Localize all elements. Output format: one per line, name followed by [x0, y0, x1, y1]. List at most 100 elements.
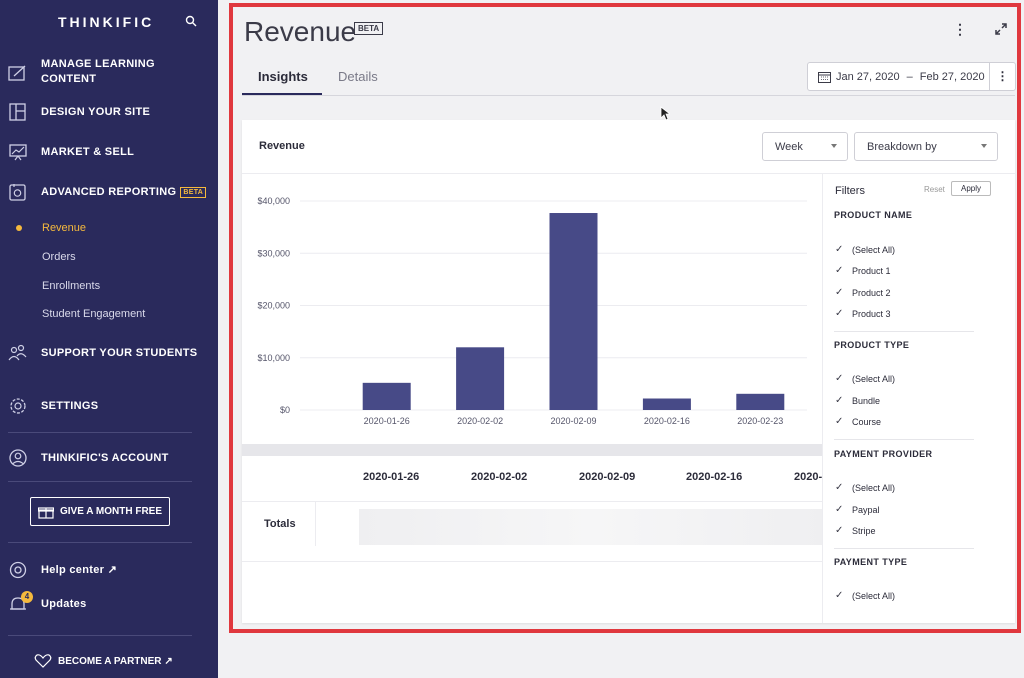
- y-tick-label: $40,000: [257, 196, 290, 206]
- layout-icon: [9, 103, 26, 121]
- nav-thinkifics-account[interactable]: THINKIFIC'S ACCOUNT: [0, 449, 218, 467]
- date-separator: –: [906, 70, 913, 83]
- filters-title: Filters: [835, 185, 865, 197]
- x-tick-label: 2020-02-02: [457, 416, 503, 426]
- active-indicator-dot: [16, 225, 22, 231]
- filter-option[interactable]: ✓ Product 3: [835, 308, 891, 319]
- filter-option[interactable]: ✓ (Select All): [835, 590, 896, 601]
- nav-advanced-reporting[interactable]: ADVANCED REPORTING BETA: [0, 183, 218, 201]
- tab-insights[interactable]: Insights: [258, 69, 308, 84]
- sidebar-subitem-student-engagement[interactable]: Student Engagement: [42, 308, 146, 320]
- external-link-icon: ↗: [164, 655, 173, 667]
- filter-option[interactable]: ✓ Stripe: [835, 525, 876, 536]
- table-divider: [315, 502, 316, 546]
- checkbox-checked-icon: ✓: [835, 265, 844, 276]
- y-tick-label: $10,000: [257, 353, 290, 363]
- chart-scrollbar[interactable]: [242, 444, 822, 456]
- students-icon: [8, 344, 27, 361]
- nav-label: Help center ↗: [41, 564, 118, 576]
- expand-icon[interactable]: [995, 23, 1007, 35]
- filter-option[interactable]: ✓ Product 1: [835, 265, 891, 276]
- date-end: Feb 27, 2020: [919, 70, 985, 83]
- sidebar-divider: [8, 542, 192, 543]
- revenue-bar-chart: $0 $10,000 $20,000 $30,000 $40,000 2020-01-26…: [257, 196, 807, 426]
- table-divider: [242, 561, 822, 562]
- date-options-icon[interactable]: ⋮: [989, 62, 1016, 91]
- updates-count-badge: 4: [21, 591, 33, 603]
- bar: [642, 398, 691, 410]
- filters-panel: Filters Reset Apply PRODUCT NAME ✓ (Selec…: [822, 174, 1015, 623]
- nav-label: MARKET & SELL: [41, 146, 135, 158]
- filter-option[interactable]: ✓ Course: [835, 416, 882, 427]
- nav-support-your-students[interactable]: SUPPORT YOUR STUDENTS: [0, 344, 218, 362]
- checkbox-checked-icon: ✓: [835, 373, 844, 384]
- filter-section-title: PRODUCT NAME: [834, 210, 913, 220]
- table-column-header: 2020-02-02: [471, 471, 528, 483]
- filter-option[interactable]: ✓ (Select All): [835, 373, 896, 384]
- mouse-cursor-icon: [660, 106, 670, 121]
- sidebar-subitem-enrollments[interactable]: Enrollments: [42, 280, 101, 292]
- filter-divider: [834, 548, 974, 549]
- main-content-highlight: Revenue BETA ⋮ Insights Details Jan 27, …: [229, 3, 1021, 633]
- bell-icon: [10, 597, 26, 610]
- chevron-down-icon: [831, 144, 837, 148]
- checkbox-checked-icon: ✓: [835, 482, 844, 493]
- sidebar-subitem-revenue[interactable]: Revenue: [42, 222, 87, 234]
- nav-market-sell[interactable]: MARKET & SELL: [0, 143, 218, 161]
- more-options-icon[interactable]: ⋮: [953, 21, 967, 37]
- filter-section-title: PAYMENT PROVIDER: [834, 449, 933, 459]
- nav-design-your-site[interactable]: DESIGN YOUR SITE: [0, 103, 218, 121]
- bar: [736, 393, 785, 410]
- filters-apply-button[interactable]: Apply: [951, 181, 991, 196]
- period-select[interactable]: Week: [762, 132, 848, 161]
- table-divider: [242, 501, 822, 502]
- presentation-chart-icon: [9, 144, 27, 161]
- x-tick-label: 2020-02-23: [737, 416, 783, 426]
- filter-option[interactable]: ✓ Product 2: [835, 287, 891, 298]
- x-tick-label: 2020-02-09: [550, 416, 596, 426]
- nav-settings[interactable]: SETTINGS: [0, 397, 218, 415]
- x-tick-label: 2020-02-16: [644, 416, 690, 426]
- nav-label: Updates: [41, 598, 87, 610]
- nav-label: ADVANCED REPORTING BETA: [41, 185, 207, 200]
- date-start: Jan 27, 2020: [836, 70, 900, 83]
- y-tick-label: $20,000: [257, 301, 290, 311]
- revenue-card: Revenue Week Breakdown by $0 $10,000 $20,0…: [242, 120, 1015, 623]
- tabs-divider: [242, 95, 1015, 96]
- filter-option[interactable]: ✓ (Select All): [835, 244, 896, 255]
- filters-reset-button[interactable]: Reset: [924, 185, 945, 194]
- breakdown-select[interactable]: Breakdown by: [854, 132, 998, 161]
- beta-badge: BETA: [180, 186, 207, 198]
- sidebar-divider: [8, 432, 192, 433]
- checkbox-checked-icon: ✓: [835, 416, 844, 427]
- search-icon[interactable]: [185, 15, 197, 27]
- checkbox-checked-icon: ✓: [835, 287, 844, 298]
- x-tick-label: 2020-01-26: [364, 416, 410, 426]
- nav-help-center[interactable]: Help center ↗: [0, 561, 218, 579]
- date-range-picker[interactable]: Jan 27, 2020 – Feb 27, 2020: [807, 62, 990, 91]
- card-title: Revenue: [259, 140, 305, 152]
- nav-label: DESIGN YOUR SITE: [41, 106, 151, 118]
- tab-details[interactable]: Details: [338, 69, 378, 84]
- sidebar-divider: [8, 481, 192, 482]
- calendar-icon: [818, 71, 831, 83]
- nav-manage-learning-content[interactable]: MANAGE LEARNING CONTENT: [0, 57, 218, 89]
- give-a-month-free-button[interactable]: GIVE A MONTH FREE: [30, 497, 170, 526]
- filter-option[interactable]: ✓ (Select All): [835, 482, 896, 493]
- table-column-header: 2020-02-09: [579, 471, 636, 483]
- gift-icon: [37, 506, 54, 519]
- bar: [456, 347, 505, 410]
- sidebar-divider: [8, 635, 192, 636]
- filter-option[interactable]: ✓ Bundle: [835, 395, 881, 406]
- table-column-header: 2020-0: [794, 471, 829, 483]
- gear-icon: [10, 398, 26, 414]
- sidebar-subitem-orders[interactable]: Orders: [42, 251, 76, 263]
- brand-logo[interactable]: THINKIFIC: [58, 14, 155, 30]
- checkbox-checked-icon: ✓: [835, 525, 844, 536]
- filter-option[interactable]: ✓ Paypal: [835, 504, 880, 515]
- become-a-partner-link[interactable]: BECOME A PARTNER ↗: [34, 654, 173, 668]
- lifebuoy-icon: [9, 561, 27, 579]
- table-column-header: 2020-02-16: [686, 471, 743, 483]
- handshake-icon: [34, 654, 52, 668]
- nav-updates[interactable]: Updates: [0, 595, 218, 613]
